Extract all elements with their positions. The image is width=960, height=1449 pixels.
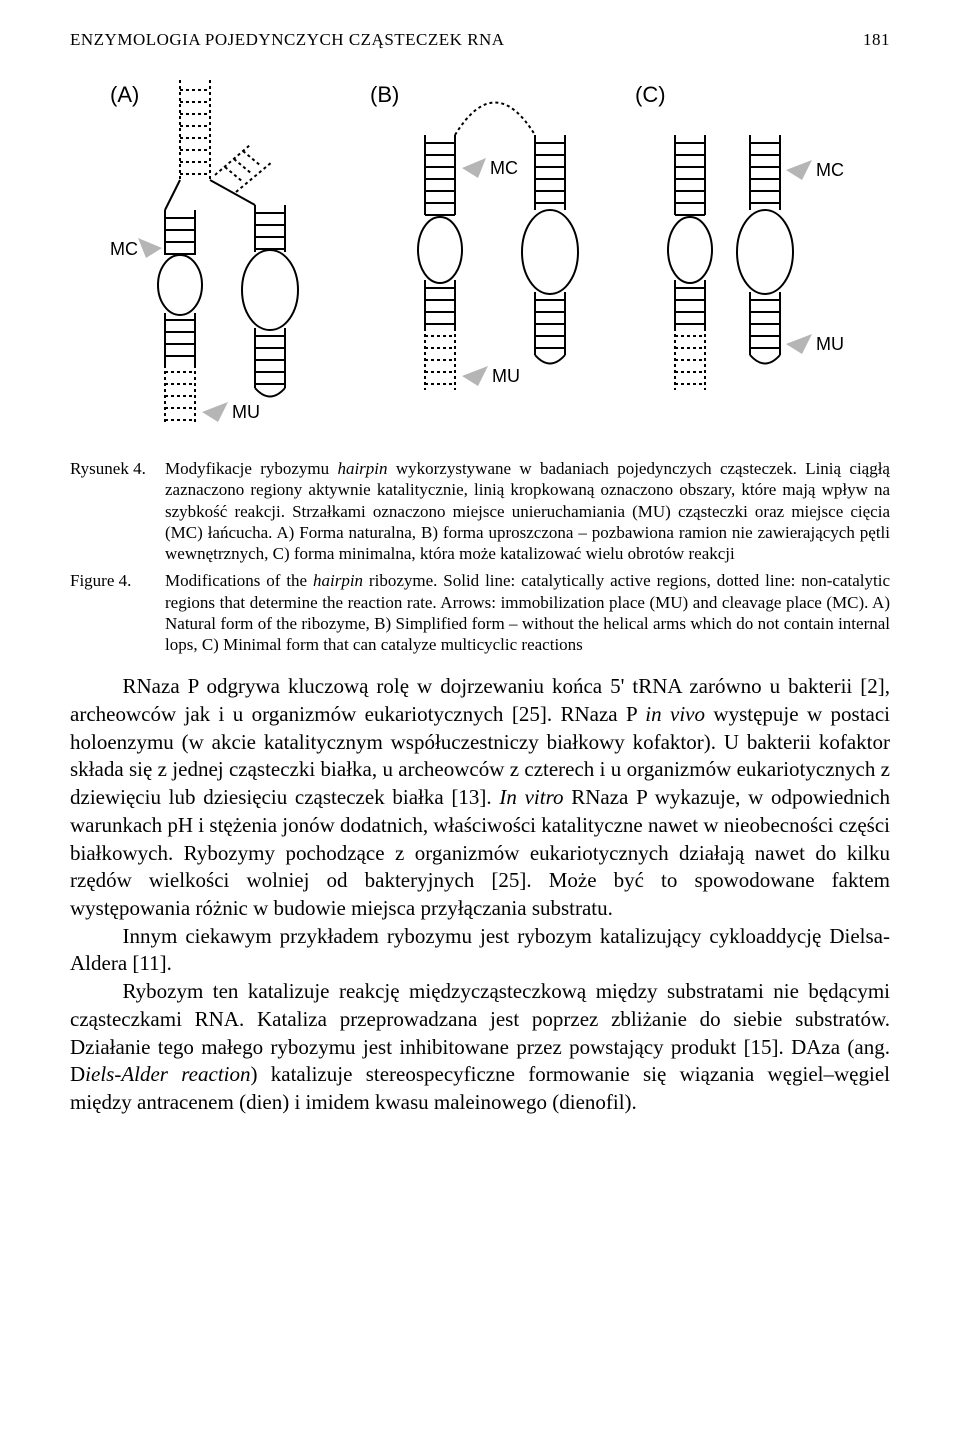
- running-head: ENZYMOLOGIA POJEDYNCZYCH CZĄSTECZEK RNA …: [70, 30, 890, 50]
- caption-pl: Rysunek 4. Modyfikacje rybozymu hairpin …: [70, 458, 890, 564]
- caption-en-text: Modifications of the hairpin ribozyme. S…: [165, 570, 890, 655]
- page: ENZYMOLOGIA POJEDYNCZYCH CZĄSTECZEK RNA …: [0, 0, 960, 1157]
- mu-label-b: MU: [492, 366, 520, 386]
- body-p2: Innym ciekawym przykładem rybozymu jest …: [70, 923, 890, 978]
- mu-label-a: MU: [232, 402, 260, 422]
- mc-arrow-c: [786, 160, 812, 180]
- panel-a-label: (A): [110, 82, 139, 107]
- caption-en-label: Figure 4.: [70, 570, 165, 655]
- caption-en: Figure 4. Modifications of the hairpin r…: [70, 570, 890, 655]
- figure-4: (A): [70, 70, 890, 440]
- body-p1: RNaza P odgrywa kluczową rolę w dojrzewa…: [70, 673, 890, 922]
- mc-label-b: MC: [490, 158, 518, 178]
- body-text: RNaza P odgrywa kluczową rolę w dojrzewa…: [70, 673, 890, 1117]
- panel-a: (A): [110, 80, 298, 425]
- mc-arrow-a: [138, 238, 162, 258]
- mc-arrow-b: [462, 158, 486, 178]
- mu-arrow-c: [786, 334, 812, 354]
- diagram-svg: (A): [90, 70, 870, 440]
- mu-arrow-a: [202, 402, 228, 422]
- panel-c-label: (C): [635, 82, 666, 107]
- panel-c: (C): [635, 82, 844, 390]
- caption-pl-label: Rysunek 4.: [70, 458, 165, 564]
- page-number: 181: [863, 30, 890, 50]
- mu-label-c: MU: [816, 334, 844, 354]
- mu-arrow-b: [462, 366, 488, 386]
- body-p3: Rybozym ten katalizuje reakcję międzyczą…: [70, 978, 890, 1117]
- panel-b-label: (B): [370, 82, 399, 107]
- mc-label-a: MC: [110, 239, 138, 259]
- mc-label-c: MC: [816, 160, 844, 180]
- running-head-title: ENZYMOLOGIA POJEDYNCZYCH CZĄSTECZEK RNA: [70, 30, 505, 50]
- panel-b: (B): [370, 82, 578, 390]
- caption-pl-text: Modyfikacje rybozymu hairpin wykorzystyw…: [165, 458, 890, 564]
